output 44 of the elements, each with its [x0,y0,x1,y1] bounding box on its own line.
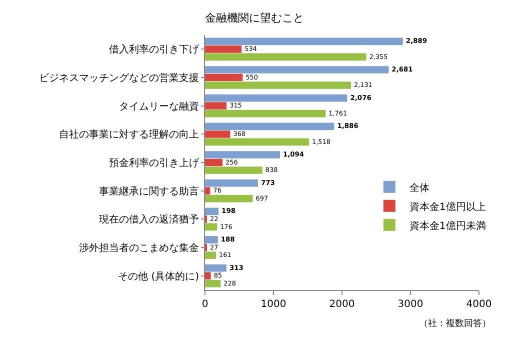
x-tick-label: 3000 [398,299,424,310]
y-tick-label: 預金利率の引き上げ [109,157,200,169]
text: （社：複数回答） [419,318,491,329]
bar [205,166,262,174]
bar [205,194,253,202]
bar [205,223,218,231]
x-tick-label: 2000 [329,299,355,310]
bar [205,94,348,102]
bar [205,110,326,118]
bar [205,151,280,158]
bar [205,130,230,138]
bar [205,74,243,82]
bar [205,208,219,216]
chart-title: 金融機関に望むこと [205,11,304,24]
y-tick-label: ビジネスマッチングなどの営業支援 [39,72,199,84]
bar [205,45,242,53]
bar [205,187,210,195]
x-tick-label: 4000 [466,299,492,310]
y-tick-label: タイムリーな融資 [119,100,199,112]
bar [205,179,258,187]
legend-label: 全体 [409,182,430,194]
y-tick-label: 自社の事業に対する理解の向上 [59,128,199,141]
bar [205,236,218,244]
bar [205,82,351,89]
bar [205,264,226,272]
bar [205,102,227,110]
x-tick-label: 0 [202,299,208,310]
bar [205,252,216,259]
bar [205,272,211,280]
y-tick-label: 事業継承に関する助言 [99,185,199,198]
bar [205,138,309,146]
bar [205,38,403,46]
x-tick-label: 1000 [260,299,286,310]
y-tick-label: 借入利率の引き下げ [109,44,200,56]
y-tick-label: 現在の借入の返済猶予 [99,214,199,226]
bar [205,280,221,288]
y-tick-label: その他 (具体的に) [118,270,200,282]
bar [205,122,334,130]
y-tick-label: 渉外担当者のこまめな集金 [79,242,199,254]
bar [205,158,223,166]
bar [205,53,366,61]
legend-label: 資本金1億円未満 [409,220,486,232]
bar [205,66,389,74]
legend-label: 資本金1億円以上 [409,200,486,213]
